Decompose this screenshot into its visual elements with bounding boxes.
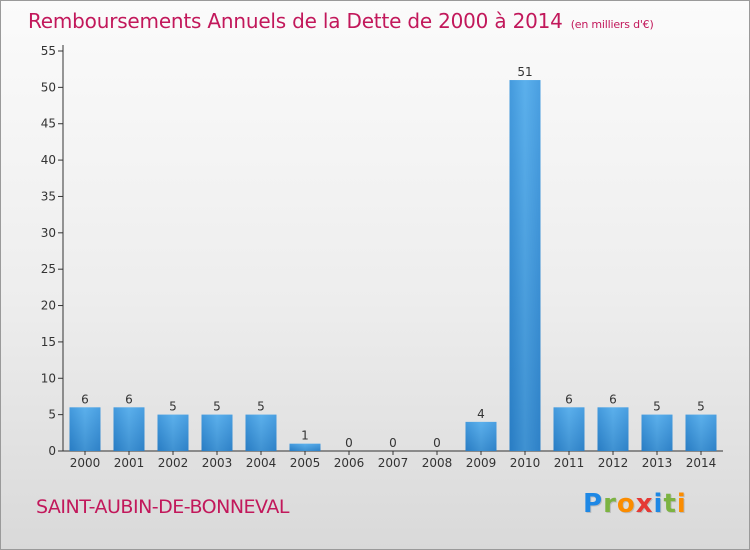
x-tick-label: 2000 (70, 456, 101, 470)
x-tick-label: 2014 (686, 456, 717, 470)
logo-letter: t (663, 489, 677, 519)
logo-letter: i (653, 489, 664, 519)
y-tick-label: 40 (41, 153, 56, 167)
x-tick-label: 2007 (378, 456, 409, 470)
bar-shade (641, 414, 673, 451)
bar-value-label: 5 (697, 400, 705, 414)
logo-letter: P (583, 489, 604, 519)
bar-value-label: 0 (345, 436, 353, 450)
commune-name: SAINT-AUBIN-DE-BONNEVAL (36, 496, 289, 518)
x-tick-label: 2003 (202, 456, 233, 470)
x-tick-label: 2011 (554, 456, 585, 470)
x-tick-label: 2010 (510, 456, 541, 470)
logo-letter: o (616, 489, 636, 519)
x-tick-label: 2005 (290, 456, 321, 470)
chart-title-text: Remboursements Annuels de la Dette de 20… (28, 9, 563, 33)
x-tick-label: 2004 (246, 456, 277, 470)
logo-letter: r (603, 489, 617, 519)
bar-value-label: 6 (81, 392, 89, 406)
bar-shade (245, 414, 277, 451)
x-tick-label: 2008 (422, 456, 453, 470)
x-tick-label: 2009 (466, 456, 497, 470)
y-tick-label: 20 (41, 299, 56, 313)
y-tick-label: 45 (41, 117, 56, 131)
bar-value-label: 6 (125, 392, 133, 406)
bar-value-label: 6 (609, 392, 617, 406)
bar-value-label: 5 (213, 400, 221, 414)
proxiti-logo: Proxiti (583, 489, 687, 519)
bar-shade (553, 407, 585, 451)
bar-shade (113, 407, 145, 451)
chart-title: Remboursements Annuels de la Dette de 20… (28, 9, 654, 33)
bar-shade (685, 414, 717, 451)
bar-value-label: 5 (169, 400, 177, 414)
y-tick-label: 0 (48, 444, 56, 458)
bar-shade (509, 80, 541, 451)
y-tick-label: 5 (48, 408, 56, 422)
logo-letter: x (635, 489, 654, 519)
y-tick-label: 35 (41, 189, 56, 203)
bar-value-label: 5 (257, 400, 265, 414)
bar-value-label: 0 (433, 436, 441, 450)
bar-value-label: 1 (301, 429, 309, 443)
y-tick-label: 15 (41, 335, 56, 349)
y-tick-label: 10 (41, 371, 56, 385)
bar-shade (597, 407, 629, 451)
bar-value-label: 0 (389, 436, 397, 450)
bar-shade (201, 414, 233, 451)
chart-subtitle: (en milliers d'€) (570, 18, 654, 31)
bar-value-label: 4 (477, 407, 485, 421)
bar-shade (69, 407, 101, 451)
x-tick-label: 2006 (334, 456, 365, 470)
x-tick-label: 2012 (598, 456, 629, 470)
bar-value-label: 6 (565, 392, 573, 406)
x-tick-label: 2002 (158, 456, 189, 470)
y-tick-label: 55 (41, 44, 56, 58)
x-tick-label: 2001 (114, 456, 145, 470)
bar-shade (289, 443, 321, 451)
bar-shade (465, 421, 497, 451)
x-tick-label: 2013 (642, 456, 673, 470)
bar-value-label: 51 (517, 65, 532, 79)
bar-shade (157, 414, 189, 451)
y-tick-label: 50 (41, 80, 56, 94)
y-tick-label: 30 (41, 226, 56, 240)
logo-letter: i (676, 489, 687, 519)
y-tick-label: 25 (41, 262, 56, 276)
bar-value-label: 5 (653, 400, 661, 414)
